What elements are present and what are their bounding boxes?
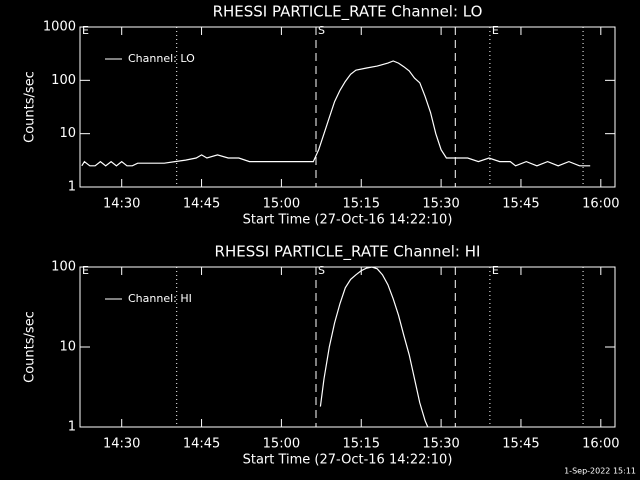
- data-line: [81, 60, 591, 167]
- x-tick-label: 15:45: [502, 437, 539, 452]
- x-tick-label: 15:45: [502, 197, 539, 212]
- x-tick-label: 14:30: [103, 437, 140, 452]
- x-tick-label: 15:15: [343, 197, 380, 212]
- plot-frame: [79, 26, 616, 188]
- y-tick-label: 10: [59, 340, 76, 355]
- marker-label: E: [82, 24, 89, 37]
- x-tick-label: 15:30: [422, 197, 459, 212]
- legend-label: Channel: LO: [128, 52, 195, 65]
- y-tick-label: 10: [59, 126, 76, 141]
- x-tick-label: 16:00: [582, 197, 619, 212]
- x-tick-label: 14:45: [183, 437, 220, 452]
- x-tick-label: 14:45: [183, 197, 220, 212]
- chart-title: RHESSI PARTICLE_RATE Channel: HI: [215, 243, 481, 262]
- y-tick-label: 100: [51, 73, 76, 88]
- y-axis-label: Counts/sec: [23, 311, 38, 383]
- marker-label: E: [492, 24, 499, 37]
- marker-label: S: [318, 24, 325, 37]
- x-tick-label: 15:00: [263, 197, 300, 212]
- marker-label: S: [318, 264, 325, 277]
- footer: 1-Sep-2022 15:11: [564, 467, 636, 476]
- x-tick-label: 15:30: [422, 437, 459, 452]
- y-axis-label: Counts/sec: [23, 71, 38, 143]
- y-tick-label: 1: [68, 180, 76, 195]
- y-tick-label: 100: [51, 260, 76, 275]
- chart-title: RHESSI PARTICLE_RATE Channel: LO: [213, 3, 483, 22]
- legend-label: Channel: HI: [128, 292, 192, 305]
- x-tick-label: 16:00: [582, 437, 619, 452]
- marker-label: E: [82, 264, 89, 277]
- y-tick-label: 1: [68, 420, 76, 435]
- x-axis-label: Start Time (27-Oct-16 14:22:10): [243, 453, 453, 468]
- x-tick-label: 14:30: [103, 197, 140, 212]
- x-tick-label: 15:00: [263, 437, 300, 452]
- x-axis-label: Start Time (27-Oct-16 14:22:10): [243, 213, 453, 228]
- x-tick-label: 15:15: [343, 437, 380, 452]
- y-tick-label: 1000: [43, 20, 76, 35]
- data-line: [319, 266, 429, 428]
- marker-label: E: [492, 264, 499, 277]
- plot-frame: [79, 266, 616, 428]
